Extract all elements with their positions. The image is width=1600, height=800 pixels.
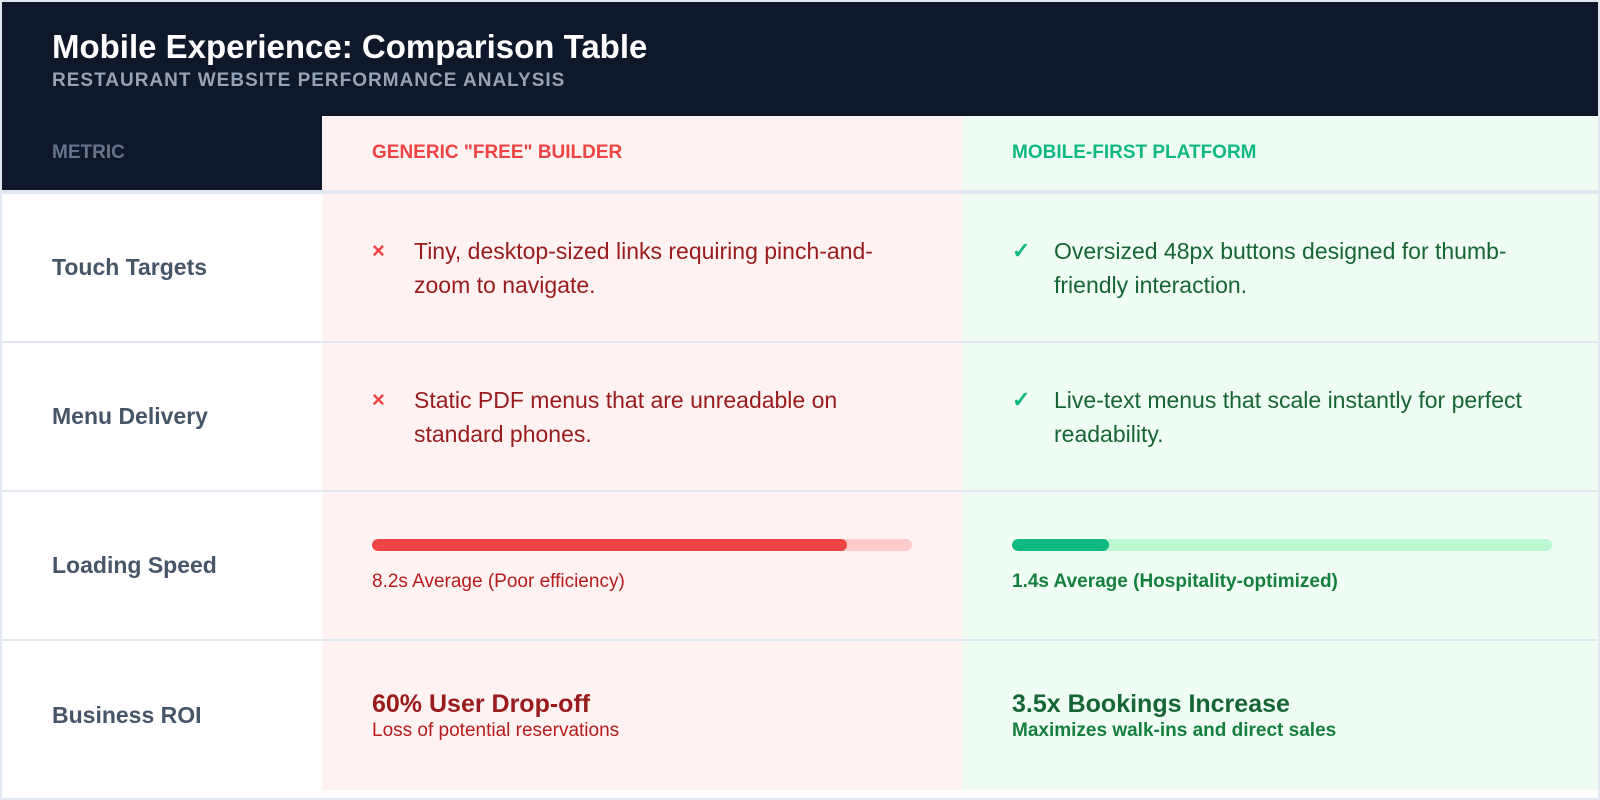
page-title: Mobile Experience: Comparison Table bbox=[52, 28, 648, 65]
good-roi-detail: Maximizes walk-ins and direct sales bbox=[1012, 719, 1337, 741]
page-subtitle: RESTAURANT WEBSITE PERFORMANCE ANALYSIS bbox=[52, 70, 566, 91]
bad-roi-headline: 60% User Drop-off bbox=[372, 689, 591, 718]
column-header-metric: METRIC bbox=[2, 116, 322, 194]
x-icon: × bbox=[372, 386, 385, 412]
comparison-table: METRIC GENERIC "FREE" BUILDER MOBILE-FIR… bbox=[2, 116, 1598, 790]
bad-description: Static PDF menus that are unreadable on … bbox=[414, 386, 838, 447]
good-speed-label: 1.4s Average (Hospitality-optimized) bbox=[1012, 570, 1338, 592]
column-header-mobile-first: MOBILE-FIRST PLATFORM bbox=[962, 116, 1598, 194]
good-roi-headline: 3.5x Bookings Increase bbox=[1012, 689, 1290, 718]
metric-label: Menu Delivery bbox=[2, 343, 322, 492]
good-description: Live-text menus that scale instantly for… bbox=[1054, 386, 1522, 447]
x-icon: × bbox=[372, 237, 385, 263]
page-header: Mobile Experience: Comparison Table REST… bbox=[2, 2, 1598, 116]
bad-speed-label: 8.2s Average (Poor efficiency) bbox=[372, 570, 625, 592]
good-speed-bar bbox=[1012, 538, 1552, 551]
bad-speed-bar bbox=[372, 538, 912, 551]
good-description: Oversized 48px buttons designed for thum… bbox=[1054, 237, 1507, 298]
bad-description: Tiny, desktop-sized links requiring pinc… bbox=[414, 237, 873, 298]
check-icon: ✓ bbox=[1012, 237, 1031, 263]
metric-label: Business ROI bbox=[2, 641, 322, 790]
good-speed-bar-fill bbox=[1012, 538, 1110, 551]
metric-label: Touch Targets bbox=[2, 194, 322, 343]
column-header-generic-builder: GENERIC "FREE" BUILDER bbox=[322, 116, 962, 194]
bad-roi-detail: Loss of potential reservations bbox=[372, 719, 620, 741]
bad-speed-bar-fill bbox=[372, 538, 848, 551]
metric-label: Loading Speed bbox=[2, 492, 322, 641]
check-icon: ✓ bbox=[1012, 386, 1031, 412]
